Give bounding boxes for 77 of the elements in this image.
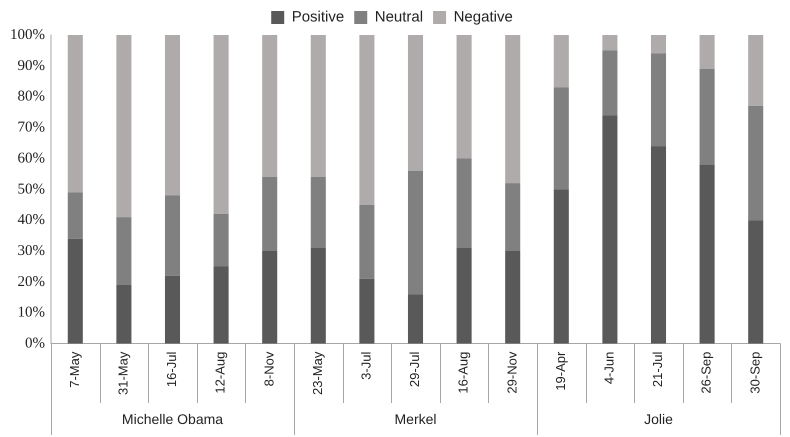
bar [554, 189, 569, 344]
bar [700, 35, 715, 69]
x-tick-label: 30-Sep [747, 352, 762, 394]
bar [650, 54, 666, 146]
bar [116, 35, 132, 218]
x-tick-label: 16-Aug [456, 352, 471, 394]
x-tick-label: 23-May [310, 351, 325, 396]
text: Michelle Obama [122, 410, 224, 427]
x-tick-label: 29-Nov [504, 351, 520, 394]
bar [164, 196, 180, 276]
bar [505, 183, 520, 252]
bar [700, 68, 715, 165]
bar [214, 35, 229, 214]
bar [310, 248, 326, 344]
x-tick-label: 4-Jun [601, 352, 616, 384]
bar [214, 266, 229, 344]
y-tick-label: 50% [17, 181, 45, 198]
x-tick-label: 3-Jul [358, 352, 374, 380]
bar [408, 170, 424, 294]
bar [408, 35, 424, 171]
bar [650, 35, 666, 54]
bar [602, 50, 618, 116]
bar [602, 115, 618, 344]
bar [748, 220, 764, 344]
y-tick-label: 40% [17, 212, 45, 228]
legend-label: Negative [454, 8, 513, 26]
bar [262, 251, 278, 344]
bar [68, 35, 83, 192]
bar [68, 238, 83, 344]
bar [456, 158, 472, 248]
legend-label: Positive [292, 8, 344, 26]
y-tick-label: 0% [24, 336, 45, 352]
x-tick-label: 8-Nov [261, 351, 276, 386]
x-tick-label: 21-Jul [650, 352, 666, 388]
bar [164, 35, 180, 196]
bar [310, 176, 326, 248]
y-tick-label: 70% [17, 120, 45, 136]
bar [748, 35, 764, 106]
bar [505, 35, 520, 184]
y-tick-label: 80% [17, 88, 45, 105]
bar [68, 192, 83, 239]
y-tick-label: 60% [17, 150, 45, 166]
bar [214, 214, 229, 266]
bar [310, 35, 326, 177]
x-tick-label: 29-Jul [407, 352, 422, 388]
bar [408, 294, 424, 344]
bar [359, 204, 374, 279]
bar [164, 276, 180, 344]
bar [359, 278, 374, 344]
bar [456, 35, 472, 158]
x-tick-label: 16-Jul [164, 352, 180, 388]
bar [650, 146, 666, 344]
bar [700, 164, 715, 344]
text: Jolie [644, 410, 674, 427]
bar [116, 285, 132, 344]
x-tick-label: 19-Apr [552, 350, 568, 391]
y-tick-label: 20% [17, 274, 45, 290]
bar [262, 176, 278, 252]
y-tick-label: 90% [17, 58, 45, 74]
bar [748, 106, 764, 220]
y-tick-label: 10% [17, 304, 45, 321]
bar [359, 35, 374, 205]
text: Merkel [394, 410, 437, 427]
bar [456, 248, 472, 344]
bar [116, 217, 132, 286]
y-tick-label: 100% [10, 26, 45, 43]
y-tick-label: 30% [17, 242, 45, 259]
bar [554, 87, 569, 190]
x-tick-label: 26-Sep [698, 352, 714, 394]
bar [554, 35, 569, 88]
x-tick-label: 12-Aug [212, 352, 228, 394]
x-tick-label: 31-May [115, 351, 130, 396]
x-tick-label: 7-May [66, 351, 82, 388]
bar [602, 35, 618, 50]
bar [262, 35, 278, 177]
bar [505, 251, 520, 344]
legend-label: Neutral [374, 8, 424, 26]
